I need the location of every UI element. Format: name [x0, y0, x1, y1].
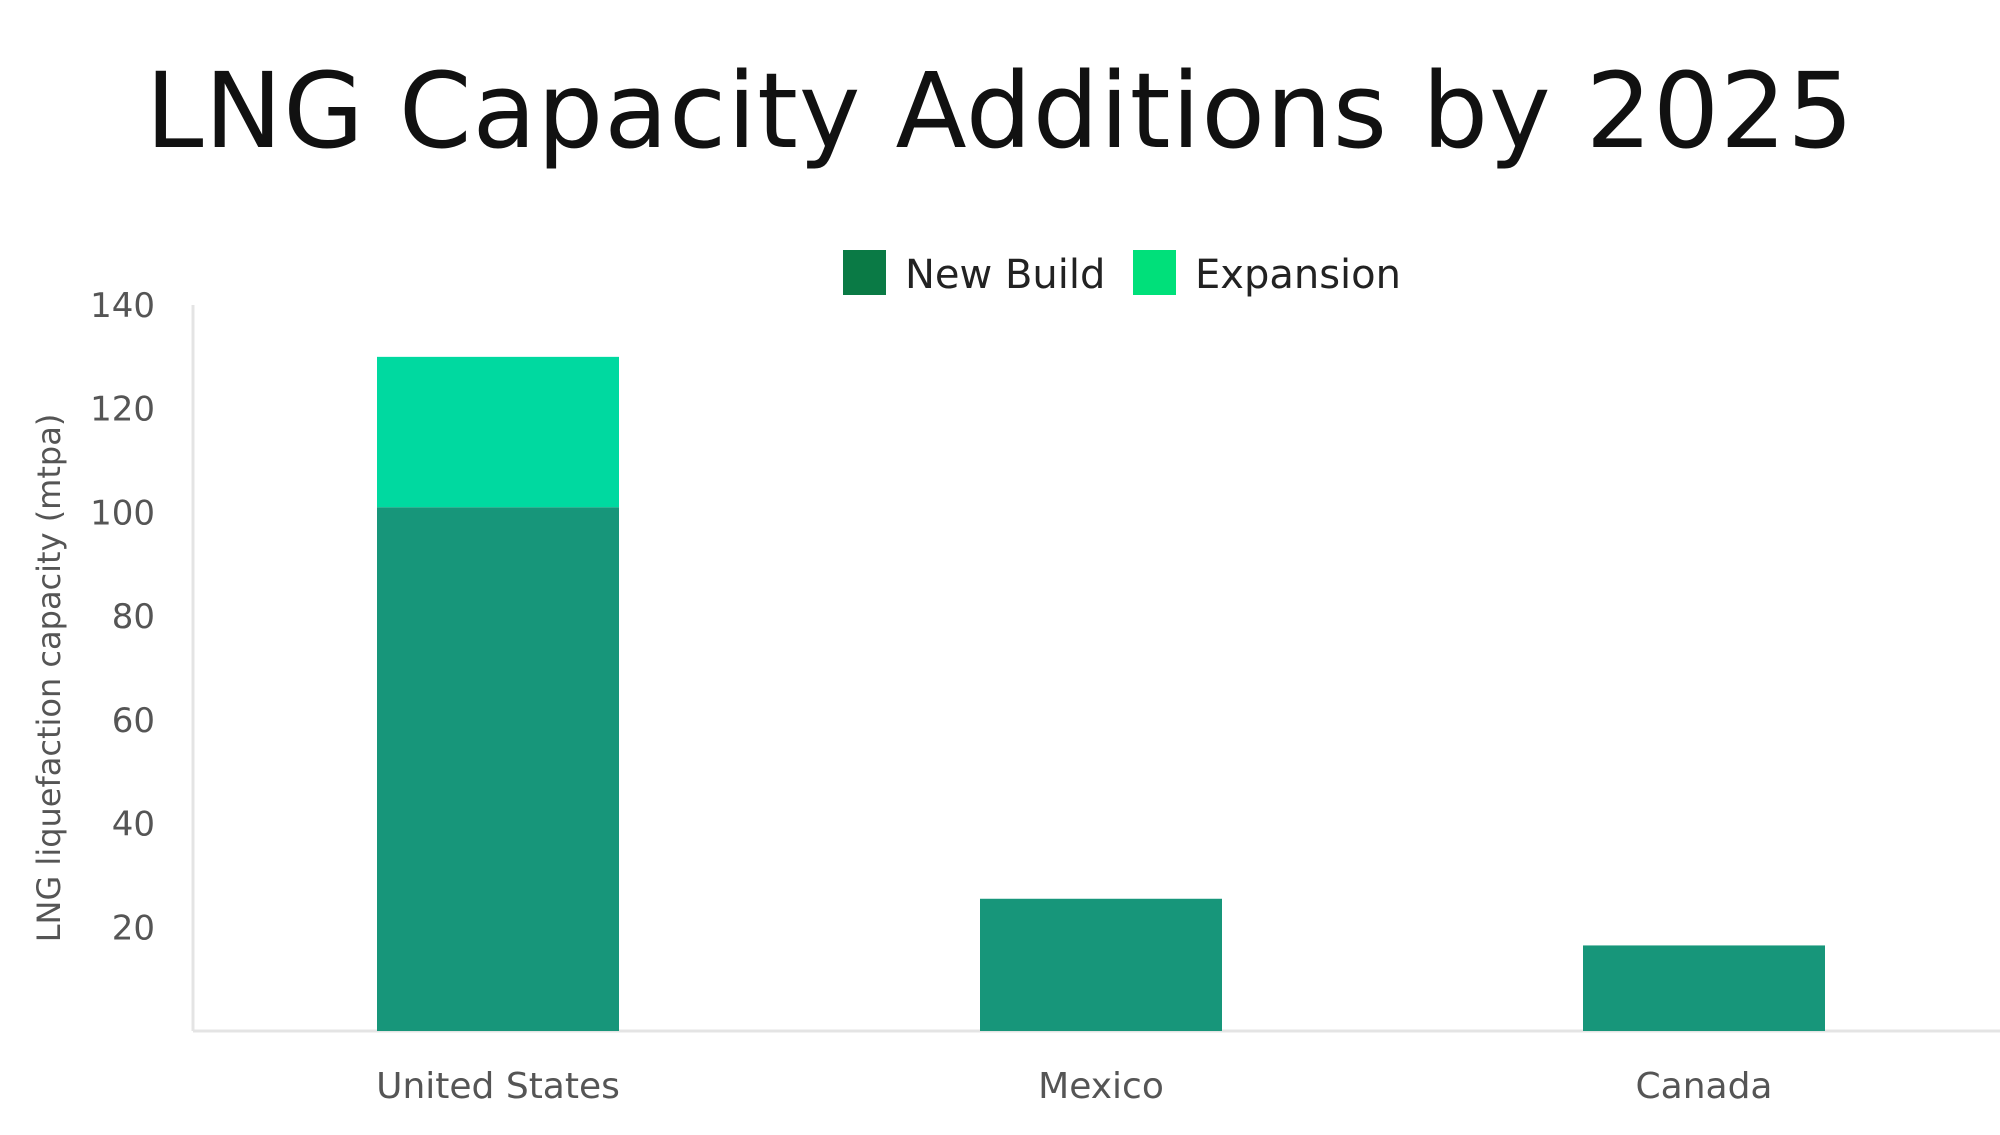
legend-swatch-expansion	[1133, 250, 1176, 295]
y-tick-label: 80	[112, 597, 155, 637]
legend-label-expansion: Expansion	[1195, 252, 1401, 298]
y-tick-label: 60	[112, 701, 155, 741]
bar-series-group	[377, 356, 1825, 1031]
bar-new-build-canada	[1583, 945, 1825, 1031]
category-labels: United States Mexico Canada	[376, 1066, 1772, 1107]
y-tick-label: 100	[90, 493, 155, 533]
y-tick-label: 40	[112, 805, 155, 845]
y-tick-label: 20	[112, 908, 155, 948]
y-axis-title: LNG liquefaction capacity (mtpa)	[30, 414, 68, 943]
bar-new-build-united-states	[377, 507, 619, 1031]
y-axis: 20 40 60 80 100 120 140	[90, 286, 195, 1031]
x-category-label: Canada	[1636, 1066, 1773, 1107]
legend-swatch-new-build	[843, 250, 886, 295]
y-tick-label: 120	[90, 390, 155, 430]
legend-label-new-build: New Build	[905, 252, 1105, 298]
bar-expansion-united-states	[377, 356, 619, 508]
bar-new-build-mexico	[980, 898, 1222, 1031]
x-category-label: Mexico	[1038, 1066, 1164, 1107]
chart-legend: New Build Expansion	[843, 250, 1401, 298]
x-category-label: United States	[376, 1066, 620, 1107]
chart-title: LNG Capacity Additions by 2025	[145, 50, 1855, 172]
y-tick-label: 140	[90, 286, 155, 326]
